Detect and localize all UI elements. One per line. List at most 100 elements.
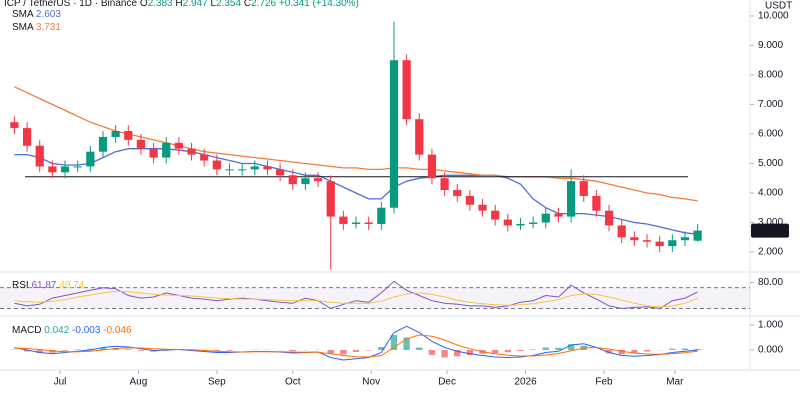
candle-body [136, 139, 146, 149]
candle-body [491, 210, 500, 220]
histogram-bar [327, 350, 334, 354]
change: +0.341 (+14.30%) [279, 0, 359, 9]
overlay: USDT Jul Aug Sep Oct Nov Dec 2026 Feb Mar 2.000 3.… [4, 0, 792, 388]
x-tick-label: Sep [208, 377, 226, 388]
histogram-bar [605, 350, 613, 354]
histogram-bar [694, 348, 701, 350]
currency-label: USDT [765, 1, 792, 12]
candle-body [668, 240, 677, 247]
candle-body [630, 237, 639, 241]
ohlc-key: H [175, 0, 182, 9]
series-line [14, 325, 698, 361]
histogram-bar [643, 350, 651, 352]
legend-name: MACD [12, 325, 41, 336]
y-tick-label: 8.000 [758, 70, 783, 81]
candle-body [377, 207, 386, 224]
candle-body [200, 154, 209, 161]
main-pane [10, 21, 702, 270]
histogram-bar [61, 350, 69, 351]
candle-body [60, 166, 70, 173]
candle-body [212, 160, 221, 170]
histogram-bar [289, 350, 296, 351]
candle-body [35, 145, 44, 167]
candle-body [351, 222, 361, 224]
y-tick-label: 3.000 [758, 217, 783, 228]
price-label: 2.726 [757, 225, 782, 236]
legend-value: -0.046 [103, 325, 132, 336]
candle-body [389, 60, 399, 208]
histogram-bar [403, 337, 410, 350]
histogram-bar [618, 350, 625, 355]
histogram-bar [669, 348, 676, 350]
y-tick-label: 0.000 [758, 345, 783, 356]
histogram-bar [492, 350, 499, 354]
y-tick-label: 80.00 [758, 277, 783, 288]
candle-body [579, 181, 588, 196]
candle-body [617, 225, 626, 238]
candle-body [326, 181, 335, 217]
candle-body [301, 178, 310, 185]
histogram-bar [441, 350, 448, 358]
candle-body [238, 169, 247, 171]
candle-body [642, 240, 652, 242]
y-tick-label: 6.000 [758, 129, 783, 140]
candle-body [250, 166, 259, 170]
candle-body [48, 166, 57, 173]
candle-body [111, 131, 120, 137]
histogram-bar [36, 350, 43, 353]
x-tick-label: Mar [666, 377, 684, 388]
histogram-bar [555, 347, 562, 350]
candle-body [427, 154, 437, 179]
histogram-bar [517, 350, 524, 351]
histogram-bar [416, 347, 423, 350]
histogram-bar [378, 347, 385, 350]
candle-body [503, 219, 512, 226]
legend-value: 49.74 [59, 280, 84, 291]
y-tick-label: 10.000 [758, 11, 789, 22]
ohlc-value: 2.354 [216, 0, 241, 9]
candle-body [693, 230, 702, 241]
legend-value: 0.042 [44, 325, 69, 336]
y-tick-label: 5.000 [758, 158, 783, 169]
candle-body [402, 60, 411, 120]
histogram-bar [390, 335, 398, 350]
x-tick-label: Feb [595, 377, 613, 388]
histogram-bar [125, 349, 132, 350]
histogram-bar [529, 349, 537, 350]
candle-body [86, 151, 95, 167]
x-tick-label: Nov [362, 377, 380, 388]
histogram-bar [137, 350, 145, 351]
legend-value: 3.731 [36, 22, 61, 33]
candle-body [225, 169, 234, 171]
candle-body [465, 195, 475, 205]
series-line [14, 290, 698, 308]
legend-value: 2.603 [36, 9, 61, 20]
candle-body [592, 195, 601, 211]
y-tick-label: 7.000 [758, 99, 783, 110]
ohlc-value: 2.383 [148, 0, 173, 9]
y-tick-label: 2.000 [758, 247, 783, 258]
symbol: ICP / TetherUS · 1D · Binance [4, 0, 137, 9]
candle-body [440, 178, 449, 191]
candle-body [263, 166, 272, 170]
legend: RSI 61.87 49.74 [12, 280, 85, 291]
histogram-bar [226, 350, 233, 351]
legend: MACD 0.042 -0.003 -0.046 [12, 325, 132, 336]
legend-value: 61.87 [31, 280, 56, 291]
candle-body [655, 241, 664, 247]
ohlc-value: 2.726 [251, 0, 276, 9]
histogram-bar [87, 348, 94, 350]
histogram-bar [352, 350, 360, 352]
ohlc-key: L [210, 0, 216, 9]
candle-body [73, 166, 82, 168]
histogram-bar [74, 349, 81, 350]
candle-body [149, 148, 158, 158]
histogram-bar [504, 350, 512, 353]
histogram-bar [631, 350, 638, 354]
x-tick-label: Dec [438, 377, 456, 388]
candle-body [566, 181, 576, 217]
candle-body [554, 213, 563, 217]
candle-body [680, 237, 690, 241]
candle-body [22, 128, 32, 146]
candle-body [541, 213, 550, 223]
